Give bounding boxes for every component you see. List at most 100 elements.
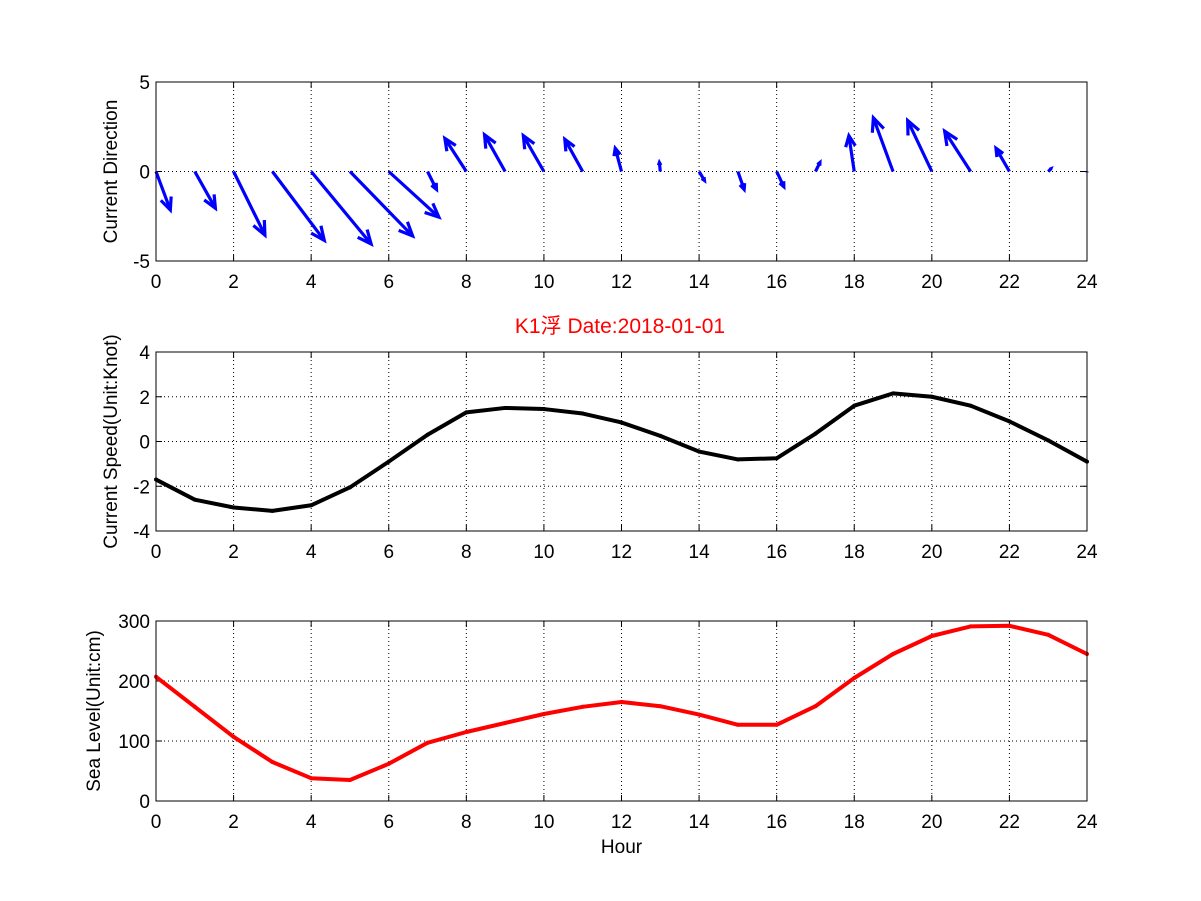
x-tick-label: 14 — [689, 542, 711, 563]
current-arrow — [994, 144, 1011, 173]
arrow-head — [482, 131, 497, 149]
x-tick-label: 16 — [766, 272, 787, 293]
data-point — [697, 712, 702, 717]
arrow-shaft — [271, 170, 326, 242]
arrow-head — [612, 144, 622, 157]
data-point — [1046, 438, 1051, 443]
arrow-head — [430, 182, 439, 193]
data-point — [1007, 419, 1012, 424]
current-arrow — [521, 132, 546, 173]
data-point — [619, 700, 624, 704]
arrow-head — [844, 131, 857, 148]
y-tick-label: 5 — [139, 73, 150, 94]
current-arrow — [870, 114, 895, 173]
x-tick-label: 10 — [533, 272, 554, 293]
y-tick-label: -5 — [133, 252, 150, 273]
current-arrow — [814, 159, 822, 173]
arrow-shaft — [387, 170, 440, 219]
current-arrow — [942, 127, 972, 173]
x-tick-label: 6 — [383, 272, 394, 293]
x-tick-label: 10 — [533, 812, 554, 833]
axes-frame — [155, 620, 1088, 802]
y-axis-label: Current Direction — [101, 100, 122, 244]
x-tick-label: 2 — [228, 542, 239, 563]
current-arrow — [426, 170, 439, 193]
x-tick-label: 0 — [151, 542, 162, 563]
arrow-head — [1048, 166, 1054, 171]
arrow-shaft — [309, 170, 373, 246]
data-point — [541, 712, 546, 716]
arrow-shaft — [871, 117, 895, 173]
arrow-head — [942, 127, 959, 147]
current-arrow — [154, 170, 173, 214]
x-tick-label: 22 — [999, 542, 1020, 563]
data-point — [347, 778, 352, 782]
y-tick-label: 300 — [118, 612, 150, 633]
arrow-head — [738, 183, 747, 194]
x-tick-label: 24 — [1076, 272, 1098, 293]
data-point — [735, 722, 740, 727]
y-axis-label: Sea Level(Unit:cm) — [84, 630, 105, 792]
arrow-head — [816, 159, 822, 166]
data-point — [619, 420, 624, 425]
arrow-shaft — [994, 147, 1011, 173]
x-tick-label: 14 — [689, 272, 711, 293]
arrow-head — [562, 135, 576, 152]
arrow-shaft — [521, 134, 546, 173]
arrow-shaft — [154, 170, 172, 211]
current-arrow — [775, 170, 786, 191]
current-arrow — [387, 170, 442, 220]
arrow-shaft — [563, 138, 585, 173]
data-point — [270, 508, 275, 513]
arrow-head — [424, 202, 442, 220]
data-point — [580, 411, 585, 416]
arrow-head — [700, 176, 707, 184]
arrow-head — [521, 132, 536, 150]
axes-frame — [155, 351, 1088, 532]
arrow-head — [252, 219, 267, 239]
current-arrow — [193, 170, 218, 212]
y-tick-label: 100 — [118, 732, 150, 753]
arrow-head — [905, 116, 921, 136]
x-tick-label: 20 — [921, 812, 942, 833]
arrow-shaft — [943, 130, 972, 173]
arrow-shaft — [443, 137, 468, 173]
data-point — [929, 634, 934, 638]
arrow-head — [778, 181, 786, 191]
data-point — [192, 704, 197, 709]
data-point — [270, 760, 275, 764]
x-tick-label: 18 — [844, 542, 865, 563]
x-tick-label: 0 — [151, 812, 162, 833]
data-point — [231, 505, 236, 510]
arrow-head — [442, 135, 457, 152]
y-tick-label: 2 — [139, 388, 150, 409]
data-point — [309, 503, 314, 508]
data-point — [386, 761, 391, 766]
current-arrow — [271, 170, 327, 244]
y-tick-label: 0 — [139, 792, 150, 813]
data-point — [697, 449, 702, 454]
data-point — [425, 432, 430, 437]
current-arrow — [844, 131, 857, 172]
x-tick-label: 8 — [461, 812, 472, 833]
data-point — [813, 704, 818, 709]
current-arrow — [348, 170, 416, 239]
data-point — [425, 740, 430, 745]
arrow-head — [310, 225, 327, 244]
x-tick-label: 16 — [766, 542, 787, 563]
arrow-head — [870, 114, 885, 133]
y-tick-label: -4 — [133, 522, 150, 543]
y-tick-label: 4 — [139, 343, 150, 364]
x-tick-label: 4 — [306, 812, 317, 833]
x-tick-label: 12 — [611, 272, 632, 293]
x-tick-label: 18 — [844, 812, 865, 833]
x-tick-label: 10 — [533, 542, 554, 563]
axes-frame — [155, 81, 1088, 262]
data-point — [231, 734, 236, 739]
data-point — [658, 433, 663, 438]
current-arrow — [905, 116, 934, 173]
data-point — [1007, 623, 1012, 628]
y-tick-label: 0 — [139, 163, 150, 184]
